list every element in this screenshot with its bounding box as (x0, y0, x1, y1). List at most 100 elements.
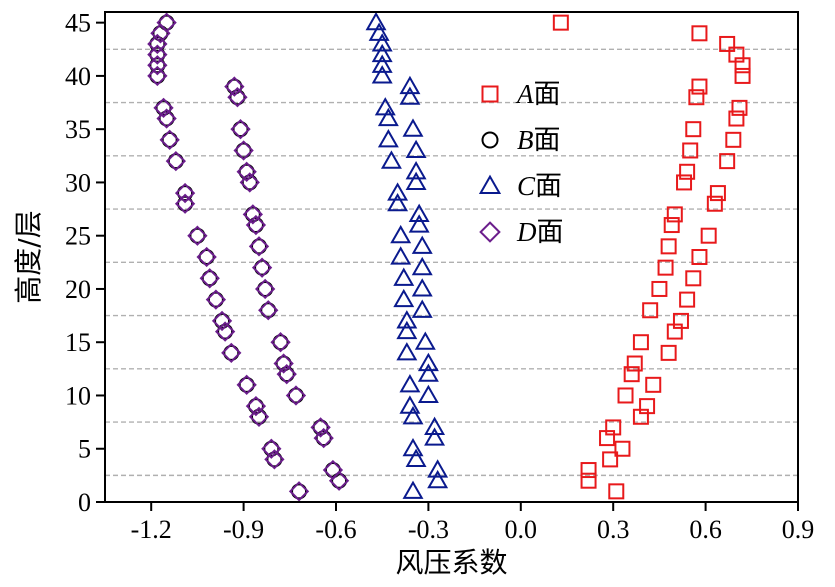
point-c (411, 235, 433, 254)
point-a (676, 174, 693, 191)
point-c (365, 11, 387, 31)
point-b (247, 398, 264, 415)
point-b (232, 121, 249, 138)
point-c (402, 480, 424, 499)
y-tick-label: 15 (65, 328, 91, 357)
point-c (371, 54, 393, 73)
point-b (272, 334, 289, 351)
point-d (270, 332, 291, 353)
point-a (679, 291, 696, 308)
series-a (552, 14, 751, 500)
point-c (405, 171, 427, 190)
point-d (156, 12, 177, 33)
point-a (651, 280, 668, 297)
x-tick-label: -0.6 (315, 515, 356, 544)
point-b (266, 451, 283, 468)
point-d (322, 459, 344, 481)
point-d (221, 342, 242, 364)
point-b (247, 217, 264, 234)
point-b (226, 78, 243, 95)
x-tick-label: -1.2 (131, 515, 172, 544)
y-tick-label: 35 (65, 115, 91, 144)
y-tick-label: 45 (65, 9, 91, 38)
point-a (617, 387, 634, 404)
point-d (159, 129, 180, 150)
x-tick-label: 0.9 (782, 515, 815, 544)
point-a (682, 142, 699, 159)
point-b (251, 238, 267, 255)
point-c (387, 182, 409, 201)
point-d (214, 321, 236, 342)
point-d (258, 300, 279, 321)
legend-label-d: D面 (516, 217, 564, 248)
point-a (645, 376, 662, 393)
point-c (402, 118, 424, 137)
point-a (728, 46, 745, 63)
point-c (368, 22, 390, 41)
point-b (278, 366, 295, 383)
point-d (245, 395, 267, 417)
point-b (241, 174, 258, 191)
point-a (719, 35, 736, 52)
point-b (287, 387, 304, 404)
point-a (700, 227, 717, 244)
point-a (728, 110, 745, 127)
point-b (158, 110, 175, 127)
point-d (233, 140, 254, 161)
series-c (365, 11, 449, 499)
y-tick-labels: 0 5 10 15 20 25 30 35 40 45 (65, 9, 91, 517)
point-a (663, 217, 680, 234)
point-b (244, 206, 261, 223)
point-a (623, 366, 640, 383)
point-d (285, 385, 307, 406)
point-c (396, 342, 418, 361)
point-d (276, 364, 297, 385)
point-b (315, 430, 332, 447)
point-a (709, 185, 726, 202)
point-a (632, 334, 649, 351)
point-b (251, 408, 267, 425)
point-a (685, 270, 702, 287)
point-b (254, 259, 271, 276)
point-a (657, 259, 674, 276)
legend-marker-b (481, 131, 499, 149)
point-d (248, 236, 270, 257)
y-tick-label: 40 (65, 62, 91, 91)
point-b (201, 270, 218, 287)
point-d (165, 150, 187, 172)
point-a (608, 483, 625, 500)
y-tick-label: 10 (65, 381, 91, 410)
point-c (371, 65, 393, 84)
point-c (405, 139, 427, 159)
point-c (424, 416, 446, 435)
point-a (626, 355, 643, 372)
point-c (417, 352, 439, 372)
series-b (149, 14, 348, 500)
point-c (377, 129, 399, 148)
point-d (147, 44, 168, 65)
point-c (402, 406, 424, 425)
point-d (174, 193, 196, 214)
x-tick-label: 0.3 (597, 515, 630, 544)
point-d (156, 108, 177, 129)
point-a (672, 312, 689, 329)
point-d (187, 225, 208, 246)
x-tick-labels: -1.2 -0.9 -0.6 -0.3 0.0 0.3 0.6 0.9 (131, 515, 815, 544)
point-d (273, 353, 294, 374)
point-c (399, 75, 421, 95)
point-c (371, 43, 393, 63)
point-c (371, 33, 393, 52)
point-d (264, 449, 285, 470)
point-c (405, 161, 427, 180)
point-c (399, 86, 421, 105)
point-d (251, 257, 273, 278)
point-a (580, 462, 597, 479)
y-tick-label: 30 (65, 168, 91, 197)
point-a (688, 89, 705, 106)
point-b (161, 131, 178, 148)
x-axis-title: 风压系数 (395, 546, 507, 579)
point-b (155, 99, 172, 116)
point-d (147, 33, 168, 55)
point-b (223, 344, 240, 361)
point-a (666, 206, 683, 223)
